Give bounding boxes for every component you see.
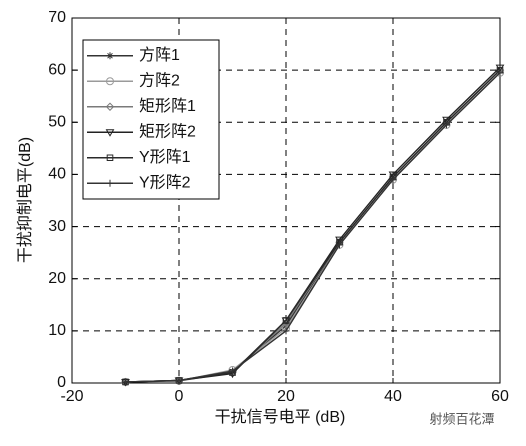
- y-tick-label: 30: [48, 218, 66, 235]
- point-marker: [175, 377, 183, 384]
- point-marker: [282, 317, 290, 324]
- y-tick-label: 40: [48, 166, 66, 183]
- point-marker: [389, 176, 397, 184]
- legend-label: 矩形阵1: [139, 97, 196, 115]
- legend-label: 矩形阵2: [139, 122, 196, 140]
- x-tick-label: 60: [491, 388, 509, 405]
- point-marker: [443, 121, 450, 129]
- point-marker: [495, 64, 505, 73]
- x-tick-label: 40: [384, 388, 402, 405]
- y-tick-label: 20: [48, 270, 66, 287]
- point-marker: [282, 327, 290, 335]
- point-marker: [496, 69, 504, 77]
- y-tick-label: 10: [48, 322, 66, 339]
- y-tick-label: 70: [48, 9, 66, 26]
- legend-marker: [106, 52, 114, 60]
- legend-marker: [105, 77, 115, 86]
- watermark: 射频百花潭: [429, 411, 494, 426]
- y-tick-label: 50: [48, 114, 66, 131]
- y-axis-label: 干扰抑制电平(dB): [16, 137, 34, 263]
- point-marker: [175, 376, 183, 384]
- y-tick-label: 0: [57, 374, 66, 391]
- legend-marker: [105, 102, 115, 111]
- point-marker: [122, 378, 129, 386]
- legend-marker: [106, 154, 114, 162]
- legend-box: [82, 39, 220, 200]
- point-marker: [336, 241, 343, 249]
- x-tick-label: 20: [277, 388, 295, 405]
- x-axis-label: 干扰信号电平 (dB): [215, 408, 346, 426]
- legend-marker: [105, 129, 115, 137]
- x-tick-label: 0: [175, 388, 184, 405]
- legend-label: 方阵1: [139, 46, 180, 64]
- legend-marker: [106, 179, 114, 187]
- point-marker: [282, 322, 290, 330]
- plot-frame: [71, 17, 501, 384]
- point-marker: [122, 378, 129, 386]
- y-tick-label: 60: [48, 61, 66, 78]
- legend-label: Y形阵2: [139, 173, 191, 191]
- x-tick-label: -20: [60, 388, 83, 405]
- point-marker: [229, 367, 236, 375]
- legend-label: 方阵2: [139, 71, 180, 89]
- series-line: [125, 72, 501, 383]
- legend-label: Y形阵1: [139, 148, 191, 166]
